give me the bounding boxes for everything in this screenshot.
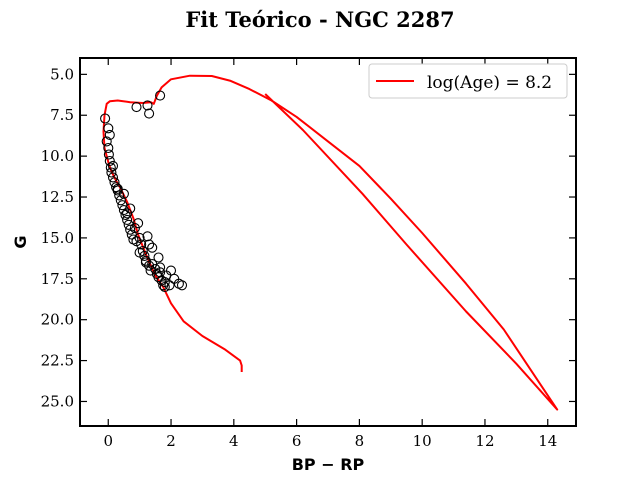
star-point: [133, 218, 144, 229]
x-tick-label: 2: [166, 432, 176, 450]
star-point: [125, 224, 136, 235]
star-point: [106, 167, 117, 178]
star-point: [155, 267, 166, 278]
star-point: [140, 257, 151, 268]
x-tick-label: 4: [229, 432, 239, 450]
isochrone-line: [102, 74, 559, 411]
star-point: [147, 242, 158, 253]
x-tick-label: 14: [538, 432, 557, 450]
star-point: [142, 100, 153, 111]
plot-area-frame: [79, 57, 577, 427]
star-point: [159, 277, 170, 288]
star-point: [129, 223, 140, 234]
star-point: [144, 108, 155, 119]
star-point: [155, 90, 166, 101]
y-tick-label: 7.5: [50, 106, 74, 124]
y-tick-label: 10.0: [41, 147, 74, 165]
x-tick-label: 0: [103, 432, 113, 450]
y-axis-ticks: 5.0 7.5 10.0 12.5 15.0 17.5 20.0 22.5 25.0: [41, 65, 576, 410]
star-point: [104, 129, 115, 140]
y-tick-label: 20.0: [41, 311, 74, 329]
star-point: [100, 113, 111, 124]
star-point: [159, 281, 170, 293]
star-point: [155, 262, 166, 273]
y-tick-label: 25.0: [41, 392, 74, 410]
x-axis-label: BP − RP: [292, 455, 365, 474]
star-point: [105, 162, 116, 173]
y-axis-label: G: [11, 235, 30, 248]
star-point: [101, 136, 112, 147]
star-point: [107, 160, 119, 171]
y-tick-label: 15.0: [41, 229, 74, 247]
star-point: [176, 280, 188, 291]
star-point: [144, 239, 155, 250]
x-tick-label: 8: [355, 432, 365, 450]
x-tick-label: 10: [413, 432, 432, 450]
legend-box: [368, 63, 568, 99]
star-point: [120, 209, 131, 221]
star-point: [123, 219, 134, 230]
star-point: [118, 188, 129, 199]
star-point: [131, 102, 142, 113]
star-point: [128, 234, 139, 245]
star-point: [125, 203, 136, 214]
star-point: [145, 265, 156, 276]
isochrone-layer: [102, 74, 559, 411]
star-point: [114, 190, 125, 201]
chart-title: Fit Teórico - NGC 2287: [185, 7, 454, 32]
legend-entry-isochrone: log(Age) = 8.2: [427, 73, 552, 93]
star-point: [107, 172, 119, 183]
star-point: [103, 142, 114, 154]
y-tick-label: 12.5: [41, 188, 74, 206]
star-point: [104, 155, 115, 167]
star-point: [122, 214, 133, 225]
star-point: [131, 236, 142, 247]
x-axis-ticks: 0 2 4 6 8 10 12 14: [103, 58, 557, 450]
x-tick-label: 6: [292, 432, 302, 450]
star-point: [115, 195, 126, 206]
star-point: [103, 123, 114, 134]
y-tick-label: 17.5: [41, 270, 74, 288]
star-point: [103, 149, 114, 160]
star-points-layer: [100, 90, 188, 293]
star-point: [153, 252, 164, 263]
star-point: [122, 208, 133, 219]
star-point: [112, 185, 123, 196]
star-point: [134, 232, 145, 243]
star-point: [153, 272, 164, 283]
y-tick-label: 5.0: [50, 65, 74, 83]
x-tick-label: 12: [475, 432, 494, 450]
legend: log(Age) = 8.2: [368, 63, 568, 99]
star-point: [142, 231, 153, 242]
star-point: [134, 247, 145, 258]
star-point: [118, 205, 129, 216]
y-tick-label: 22.5: [41, 352, 74, 370]
